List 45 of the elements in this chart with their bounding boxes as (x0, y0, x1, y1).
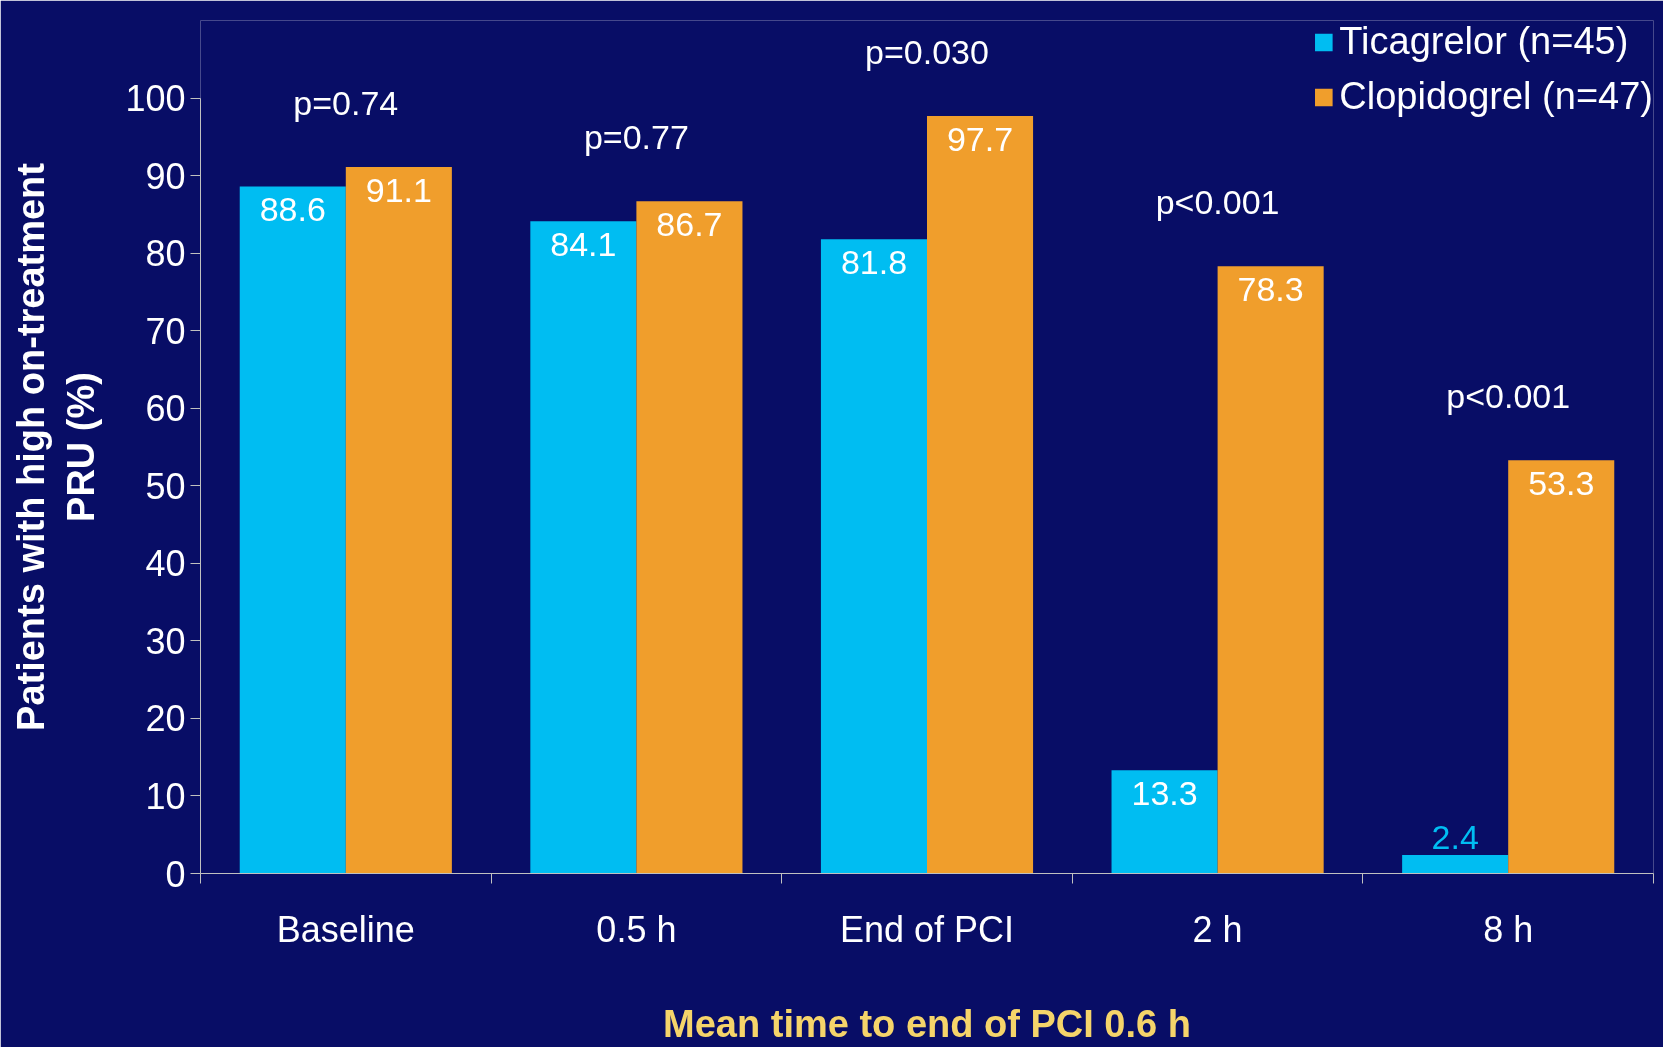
x-tick-label: 0.5 h (596, 908, 677, 950)
bar (636, 201, 743, 874)
data-label: 91.1 (365, 171, 432, 210)
bar (345, 167, 452, 874)
data-label: 86.7 (656, 205, 723, 244)
bar (1111, 770, 1218, 874)
y-tick-label: 90 (145, 155, 186, 197)
data-label: 81.8 (840, 243, 908, 282)
annotation: p<0.001 (1446, 377, 1571, 416)
y-tick-label: 10 (145, 775, 186, 817)
legend-label: Clopidogrel (n=47) (1339, 75, 1653, 118)
bar (239, 186, 346, 874)
bar (1402, 854, 1509, 874)
x-tick-label: End of PCI (839, 908, 1015, 950)
x-tick-label: Baseline (276, 908, 415, 950)
annotation: p<0.001 (1155, 183, 1280, 222)
y-tick-label: 50 (145, 465, 186, 507)
y-tick-label: 60 (145, 388, 186, 430)
data-label: 53.3 (1528, 464, 1595, 503)
bar (820, 239, 927, 874)
bar (1508, 460, 1615, 874)
annotation: p=0.77 (583, 118, 689, 157)
bar (927, 115, 1034, 874)
x-tick-label: 2 h (1192, 908, 1243, 950)
text: p=0.030 (865, 32, 989, 71)
data-label: 88.6 (259, 190, 326, 229)
data-label: 13.3 (1131, 774, 1198, 813)
data-label: 2.4 (1431, 817, 1479, 856)
y-axis-title: Patients with high on-treatment PRU (%) (10, 162, 103, 731)
bar (530, 221, 637, 874)
x-tick-label: 8 h (1483, 908, 1534, 950)
y-tick-label: 100 (125, 78, 186, 120)
y-tick-label: 30 (145, 620, 186, 662)
bar (1217, 266, 1324, 874)
y-tick-label: 80 (145, 233, 186, 275)
y-tick-label: 40 (145, 543, 186, 585)
data-label: 97.7 (946, 119, 1014, 158)
y-tick-label: 0 (165, 853, 186, 895)
legend-label: Ticagrelor (n=45) (1339, 20, 1629, 63)
data-label: 78.3 (1237, 270, 1304, 309)
data-label: 84.1 (550, 225, 617, 264)
annotation: p=0.74 (293, 84, 399, 123)
y-tick-label: 70 (145, 310, 186, 352)
x-axis-title: Mean time to end of PCI 0.6 h (663, 1002, 1191, 1045)
y-tick-label: 20 (145, 698, 186, 740)
